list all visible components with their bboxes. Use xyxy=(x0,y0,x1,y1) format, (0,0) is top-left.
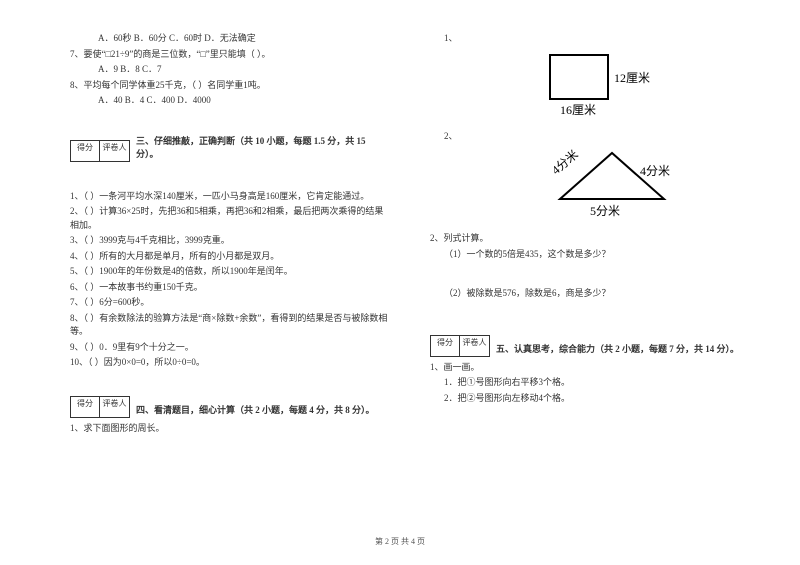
fig2-number: 2、 xyxy=(430,130,750,144)
sec5-q1-2: 2．把②号图形向左移动4个格。 xyxy=(430,392,750,406)
score-cell-score: 得分 xyxy=(430,335,460,357)
sec4-q2-1: （1）一个数的5倍是435，这个数是多少？ xyxy=(430,248,750,262)
tri-label-right: 4分米 xyxy=(640,164,670,178)
score-box-sec5: 得分 评卷人 五、认真思考，综合能力（共 2 小题，每题 7 分，共 14 分）… xyxy=(430,335,750,357)
q8-stem: 8、平均每个同学体重25千克，（ ）名同学重1吨。 xyxy=(70,79,390,93)
sec5-q1: 1、画一画。 xyxy=(430,361,750,375)
judge-3: 3、（ ）3999克与4千克相比，3999克重。 xyxy=(70,234,390,248)
judge-6: 6、（ ）一本故事书约重150千克。 xyxy=(70,281,390,295)
page-body: A．60秒 B．60分 C．60时 D．无法确定 7、要使“□21÷9”的商是三… xyxy=(0,0,800,437)
judge-9: 9、（ ）0．9里有9个十分之一。 xyxy=(70,341,390,355)
score-cell-score: 得分 xyxy=(70,140,100,162)
page-footer: 第 2 页 共 4 页 xyxy=(0,536,800,547)
section3-title: 三、仔细推敲，正确判断（共 10 小题，每题 1.5 分，共 15 分）。 xyxy=(136,134,390,162)
judge-1: 1、（ ）一条河平均水深140厘米，一匹小马身高是160厘米，它肯定能通过。 xyxy=(70,190,390,204)
score-cell-grader: 评卷人 xyxy=(460,335,490,357)
q8-options: A．40 B．4 C．400 D．4000 xyxy=(70,94,390,108)
score-cell-grader: 评卷人 xyxy=(100,140,130,162)
score-box-sec4: 得分 评卷人 四、看清题目，细心计算（共 2 小题，每题 4 分，共 8 分）。 xyxy=(70,396,390,418)
figure-triangle: 4分米 4分米 5分米 xyxy=(540,147,750,224)
rect-label-right: 12厘米 xyxy=(614,71,650,85)
sec4-q2-2: （2）被除数是576，除数是6，商是多少？ xyxy=(430,287,750,301)
right-column: 1、 12厘米 16厘米 2、 4分米 4分米 5分米 2、列式计算。 （1）一… xyxy=(430,30,750,437)
score-cell-grader: 评卷人 xyxy=(100,396,130,418)
score-cell-score: 得分 xyxy=(70,396,100,418)
triangle-svg: 4分米 4分米 5分米 xyxy=(540,147,710,222)
tri-label-left: 4分米 xyxy=(549,147,581,177)
left-column: A．60秒 B．60分 C．60时 D．无法确定 7、要使“□21÷9”的商是三… xyxy=(70,30,390,437)
judge-5: 5、（ ）1900年的年份数是4的倍数，所以1900年是闰年。 xyxy=(70,265,390,279)
rectangle-svg: 12厘米 16厘米 xyxy=(540,50,690,120)
tri-label-bottom: 5分米 xyxy=(590,204,620,218)
judge-7: 7、（ ）6分=600秒。 xyxy=(70,296,390,310)
sec4-q2: 2、列式计算。 xyxy=(430,232,750,246)
fig1-number: 1、 xyxy=(430,32,750,46)
judge-8: 8、（ ）有余数除法的验算方法是“商×除数+余数”，看得到的结果是否与被除数相等… xyxy=(70,312,390,339)
score-box-sec3: 得分 评卷人 三、仔细推敲，正确判断（共 10 小题，每题 1.5 分，共 15… xyxy=(70,134,390,162)
sec5-q1-1: 1．把①号图形向右平移3个格。 xyxy=(430,376,750,390)
q7-options: A．9 B．8 C．7 xyxy=(70,63,390,77)
judge-4: 4、（ ）所有的大月都是单月，所有的小月都是双月。 xyxy=(70,250,390,264)
judge-2: 2、（ ）计算36×25时，先把36和5相乘，再把36和2相乘，最后把两次乘得的… xyxy=(70,205,390,232)
rect-label-bottom: 16厘米 xyxy=(560,103,596,117)
q6-options: A．60秒 B．60分 C．60时 D．无法确定 xyxy=(70,32,390,46)
sec4-q1: 1、求下面图形的周长。 xyxy=(70,422,390,436)
figure-rectangle: 12厘米 16厘米 xyxy=(540,50,750,122)
q7-stem: 7、要使“□21÷9”的商是三位数，“□”里只能填（ ）。 xyxy=(70,48,390,62)
section4-title: 四、看清题目，细心计算（共 2 小题，每题 4 分，共 8 分）。 xyxy=(136,403,375,418)
judge-10: 10、（ ）因为0×0=0，所以0÷0=0。 xyxy=(70,356,390,370)
section5-title: 五、认真思考，综合能力（共 2 小题，每题 7 分，共 14 分）。 xyxy=(496,342,739,357)
